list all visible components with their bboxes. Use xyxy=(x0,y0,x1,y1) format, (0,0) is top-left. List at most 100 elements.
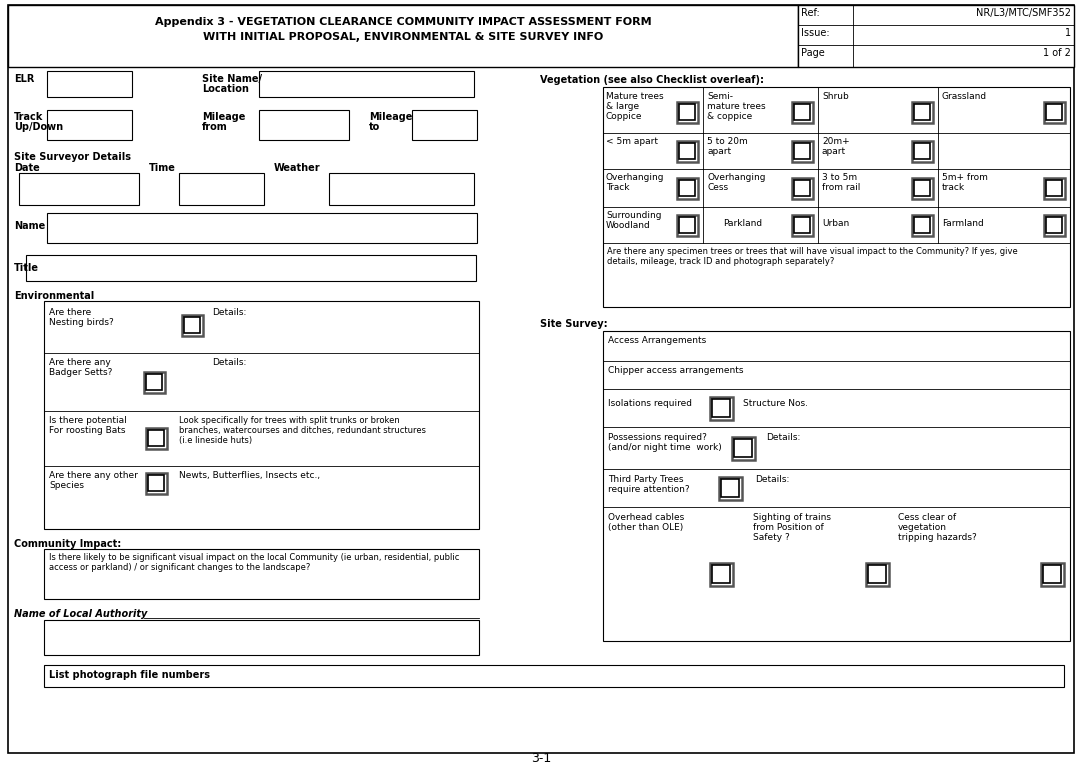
Text: 3-1: 3-1 xyxy=(531,752,551,764)
Text: NR/L3/MTC/SMF352: NR/L3/MTC/SMF352 xyxy=(976,8,1071,18)
Text: Mileage: Mileage xyxy=(202,112,246,122)
Bar xyxy=(914,217,931,233)
Bar xyxy=(603,331,1070,641)
Bar xyxy=(718,477,741,500)
Text: Name: Name xyxy=(14,221,45,231)
Bar xyxy=(731,436,754,459)
Text: apart: apart xyxy=(822,147,846,156)
Bar xyxy=(1046,104,1063,120)
Text: Overhanging: Overhanging xyxy=(606,173,664,182)
Text: Is there potential: Is there potential xyxy=(49,416,127,425)
Text: Weather: Weather xyxy=(274,163,320,173)
Text: Shrub: Shrub xyxy=(822,92,848,101)
Bar xyxy=(148,475,164,491)
Text: Structure Nos.: Structure Nos. xyxy=(743,399,808,408)
Bar xyxy=(676,177,698,199)
Bar xyxy=(679,143,695,159)
Text: Site Surveyor Details: Site Surveyor Details xyxy=(14,152,131,162)
Bar xyxy=(144,371,164,393)
Text: track: track xyxy=(942,183,965,192)
Bar xyxy=(44,620,479,655)
Bar xyxy=(1046,180,1063,196)
Text: Third Party Trees: Third Party Trees xyxy=(608,475,684,484)
Text: Site Survey:: Site Survey: xyxy=(540,319,608,329)
Bar xyxy=(679,180,695,196)
Text: Are there any: Are there any xyxy=(49,358,110,367)
Bar xyxy=(710,397,733,419)
Text: Page: Page xyxy=(801,48,824,58)
Text: Look specifically for trees with split trunks or broken: Look specifically for trees with split t… xyxy=(179,416,399,425)
Bar xyxy=(179,173,264,205)
Text: from rail: from rail xyxy=(822,183,860,192)
Text: require attention?: require attention? xyxy=(608,485,689,494)
Bar xyxy=(329,173,474,205)
Bar xyxy=(259,71,474,97)
Bar xyxy=(911,215,933,235)
Text: Sighting of trains: Sighting of trains xyxy=(753,513,831,522)
Bar xyxy=(44,665,1064,687)
Bar xyxy=(914,143,931,159)
Text: For roosting Bats: For roosting Bats xyxy=(49,426,126,435)
Text: Chipper access arrangements: Chipper access arrangements xyxy=(608,366,743,375)
Text: 5m+ from: 5m+ from xyxy=(942,173,988,182)
Bar xyxy=(679,217,695,233)
Bar xyxy=(19,173,138,205)
Bar xyxy=(799,5,1074,67)
Text: & coppice: & coppice xyxy=(707,112,752,121)
Text: Mileage: Mileage xyxy=(369,112,412,122)
Bar xyxy=(676,215,698,235)
Text: details, mileage, track ID and photograph separately?: details, mileage, track ID and photograp… xyxy=(607,257,834,266)
Text: Are there any other: Are there any other xyxy=(49,471,137,480)
Text: Access Arrangements: Access Arrangements xyxy=(608,336,707,345)
Bar xyxy=(259,110,349,140)
Text: 5 to 20m: 5 to 20m xyxy=(707,137,748,146)
Text: 3 to 5m: 3 to 5m xyxy=(822,173,857,182)
Text: Is there likely to be significant visual impact on the local Community (ie urban: Is there likely to be significant visual… xyxy=(49,553,460,562)
Text: Coppice: Coppice xyxy=(606,112,643,121)
Bar xyxy=(792,177,813,199)
Bar xyxy=(676,102,698,122)
Text: branches, watercourses and ditches, redundant structures: branches, watercourses and ditches, redu… xyxy=(179,426,426,435)
Text: 20m+: 20m+ xyxy=(822,137,849,146)
Text: Cess: Cess xyxy=(707,183,728,192)
Text: Safety ?: Safety ? xyxy=(753,533,790,542)
Text: Badger Setts?: Badger Setts? xyxy=(49,368,113,377)
Text: Cess clear of: Cess clear of xyxy=(898,513,956,522)
Text: Name of Local Authority: Name of Local Authority xyxy=(14,609,147,619)
Bar xyxy=(47,71,132,97)
Text: Location: Location xyxy=(202,84,249,94)
Bar xyxy=(47,213,477,243)
Text: to: to xyxy=(369,122,380,132)
Text: Are there any specimen trees or trees that will have visual impact to the Commun: Are there any specimen trees or trees th… xyxy=(607,247,1018,256)
Text: Possessions required?: Possessions required? xyxy=(608,433,707,442)
Text: Nesting birds?: Nesting birds? xyxy=(49,318,114,327)
Text: Details:: Details: xyxy=(755,475,790,484)
Text: Environmental: Environmental xyxy=(14,291,94,301)
Text: apart: apart xyxy=(707,147,731,156)
Bar xyxy=(712,565,730,583)
Text: Details:: Details: xyxy=(212,308,247,317)
Text: Overhanging: Overhanging xyxy=(707,173,765,182)
Bar xyxy=(146,374,162,390)
Bar xyxy=(44,301,479,529)
Bar xyxy=(1043,215,1065,235)
Bar xyxy=(26,255,476,281)
Text: Overhead cables: Overhead cables xyxy=(608,513,684,522)
Text: Isolations required: Isolations required xyxy=(608,399,692,408)
Bar xyxy=(148,430,164,446)
Bar xyxy=(8,5,799,67)
Text: Semi-: Semi- xyxy=(707,92,733,101)
Bar xyxy=(412,110,477,140)
Bar xyxy=(44,549,479,599)
Text: Community Impact:: Community Impact: xyxy=(14,539,121,549)
Bar xyxy=(734,439,752,457)
Text: Farmland: Farmland xyxy=(942,219,984,228)
Text: vegetation: vegetation xyxy=(898,523,947,532)
Text: Are there: Are there xyxy=(49,308,91,317)
Text: mature trees: mature trees xyxy=(707,102,766,111)
Text: Urban: Urban xyxy=(822,219,849,228)
Text: List photograph file numbers: List photograph file numbers xyxy=(49,670,210,680)
Text: Up/Down: Up/Down xyxy=(14,122,63,132)
Text: 1: 1 xyxy=(1065,28,1071,38)
Bar xyxy=(914,180,931,196)
